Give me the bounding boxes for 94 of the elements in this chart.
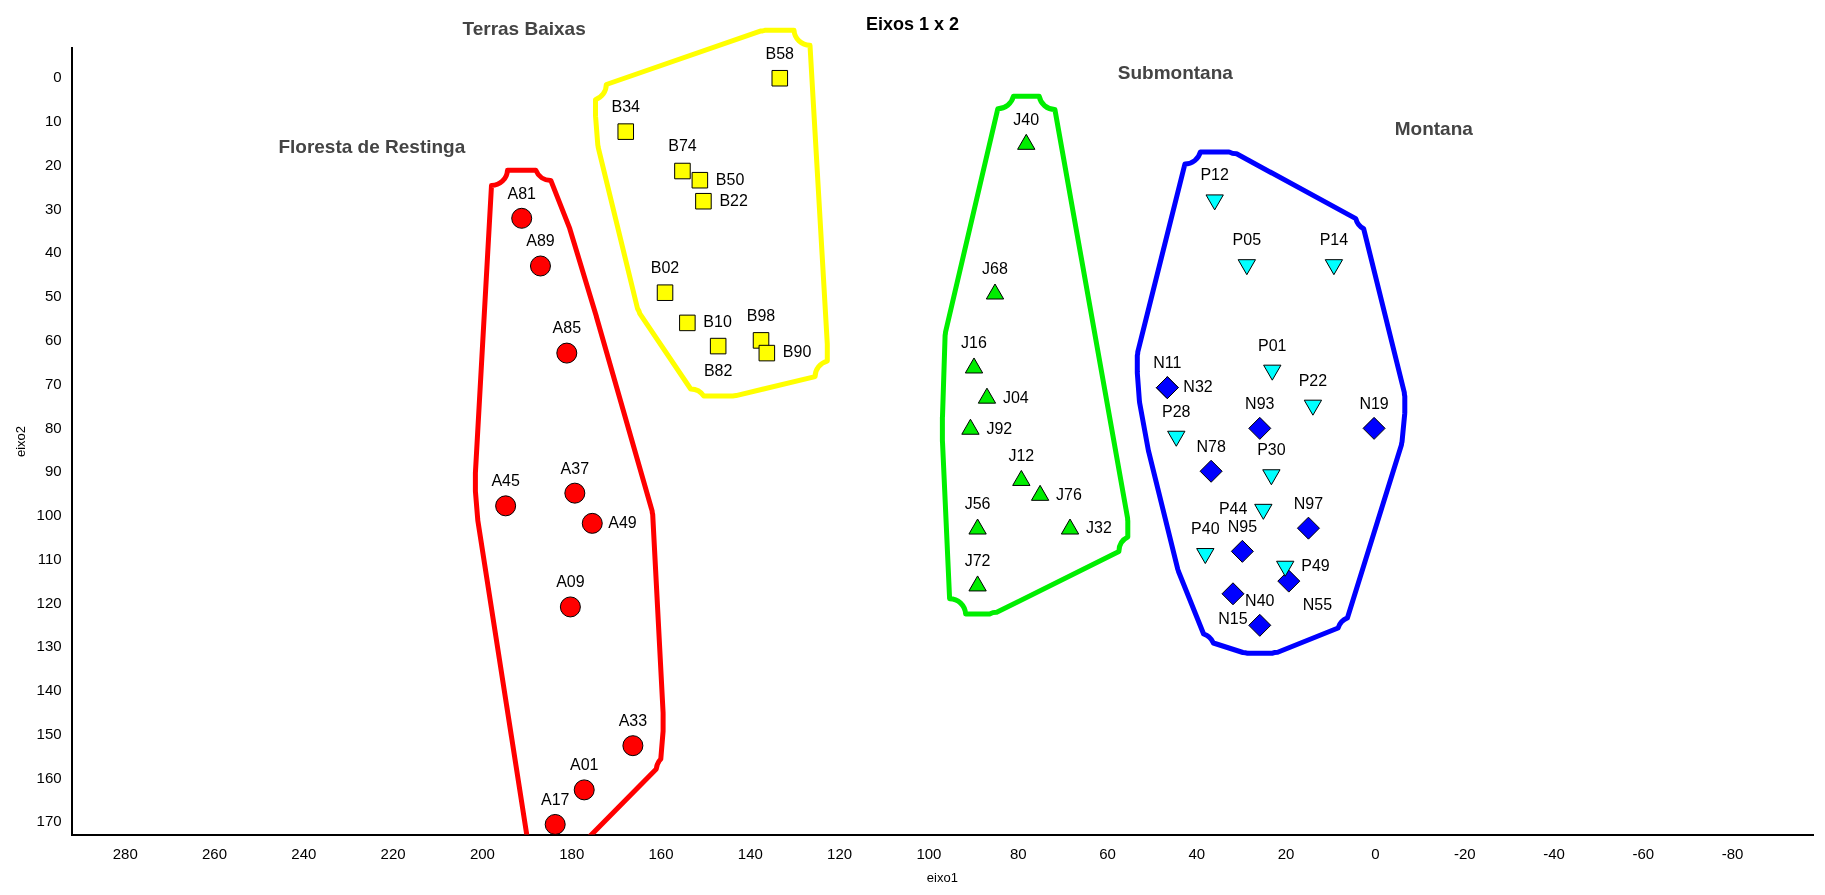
data-label: J68 (982, 260, 1008, 278)
data-label: B74 (668, 137, 697, 155)
data-label: A89 (526, 232, 555, 250)
y-axis-title: eixo2 (13, 425, 29, 458)
x-tick-label: 160 (648, 844, 674, 862)
data-label: B98 (746, 306, 776, 324)
data-label: N40 (1245, 591, 1275, 609)
data-label: P40 (1191, 519, 1220, 537)
x-tick-label: 100 (916, 844, 942, 862)
data-label: N19 (1359, 394, 1389, 412)
data-label: P14 (1319, 231, 1349, 249)
text: Terras Baixas (462, 17, 586, 40)
x-tick-label: 280 (112, 844, 138, 862)
x-tick-label: -60 (1632, 844, 1655, 862)
data-label: A45 (491, 472, 520, 490)
data-label: A37 (560, 459, 590, 477)
y-tick-label: 90 (44, 462, 62, 480)
data-label: N32 (1183, 378, 1213, 396)
annotation: Montana (1394, 117, 1473, 140)
data-label: N55 (1302, 595, 1333, 613)
data-label: N11 (1153, 354, 1182, 372)
y-tick-label: 10 (44, 112, 62, 130)
data-label: A33 (618, 712, 648, 730)
data-label: J56 (964, 495, 991, 513)
data-label: A09 (556, 573, 585, 591)
data-label: B50 (715, 170, 745, 188)
x-tick-label: 140 (737, 844, 763, 862)
y-tick-label: 40 (44, 243, 62, 261)
chart-title: Eixos 1 x 2 (865, 13, 960, 34)
data-label: A85 (552, 319, 582, 337)
data-label: P22 (1298, 371, 1328, 389)
x-tick-label: 80 (1009, 844, 1027, 862)
y-tick-label: 160 (36, 768, 62, 786)
data-label: J12 (1008, 446, 1035, 464)
data-label: J40 (1013, 110, 1040, 128)
data-label: N78 (1196, 437, 1226, 455)
data-label: B10 (703, 313, 732, 331)
y-tick-label: 20 (44, 155, 62, 173)
data-label: P30 (1257, 441, 1286, 459)
data-label: B82 (703, 362, 733, 380)
x-tick-label: 20 (1277, 844, 1295, 862)
data-label: J32 (1086, 519, 1112, 537)
x-tick-label: 220 (380, 844, 406, 862)
data-label: J04 (1002, 388, 1029, 406)
y-tick-label: 170 (36, 812, 62, 830)
data-label: J92 (986, 419, 1013, 437)
y-tick-label: 0 (53, 68, 62, 86)
x-tick-label: 60 (1099, 844, 1116, 862)
x-tick-label: 240 (291, 844, 317, 862)
y-tick-label: 140 (36, 681, 62, 699)
data-label: A81 (507, 184, 537, 202)
x-tick-label: 200 (469, 844, 495, 862)
data-label: B22 (719, 191, 748, 209)
data-label: N93 (1245, 394, 1275, 412)
data-label: J72 (964, 552, 991, 570)
data-label: B90 (782, 343, 812, 361)
data-label: P01 (1258, 336, 1287, 354)
x-tick-label: 40 (1188, 844, 1206, 862)
y-tick-label: 30 (44, 199, 62, 217)
y-tick-label: 60 (44, 330, 62, 348)
x-tick-label: -20 (1453, 844, 1476, 862)
data-label: P44 (1218, 499, 1248, 517)
annotation: Floresta de Restinga (278, 136, 466, 159)
y-tick-label: 80 (44, 418, 62, 436)
data-label: N95 (1227, 517, 1258, 535)
x-axis-title: eixo1 (926, 869, 958, 885)
x-tick-label: 0 (1371, 844, 1380, 862)
data-label: J76 (1056, 485, 1082, 503)
x-tick-label: -80 (1721, 844, 1744, 862)
x-tick-label: 260 (201, 844, 228, 862)
data-label: A01 (569, 756, 599, 774)
x-tick-label: -40 (1543, 844, 1565, 862)
data-label: P05 (1232, 231, 1262, 249)
data-label: A17 (540, 790, 570, 808)
data-label: N15 (1218, 610, 1248, 628)
y-tick-label: 50 (44, 287, 62, 305)
data-label: N97 (1293, 494, 1324, 512)
y-tick-label: 120 (36, 593, 62, 611)
data-label: P49 (1301, 556, 1330, 574)
data-label: P12 (1200, 166, 1230, 184)
data-label: B02 (650, 259, 680, 277)
x-tick-label: 120 (827, 844, 853, 862)
data-label: B34 (611, 98, 641, 116)
y-tick-label: 130 (36, 637, 62, 655)
annotation: Submontana (1117, 62, 1233, 85)
y-tick-label: 100 (36, 506, 62, 524)
data-label: B58 (765, 44, 795, 62)
x-tick-label: 180 (559, 844, 585, 862)
data-label: J16 (961, 334, 988, 352)
y-tick-label: 110 (37, 549, 62, 567)
y-tick-label: 150 (36, 724, 62, 742)
y-tick-label: 70 (44, 374, 62, 392)
data-label: A49 (608, 513, 637, 531)
data-label: P28 (1162, 402, 1191, 420)
